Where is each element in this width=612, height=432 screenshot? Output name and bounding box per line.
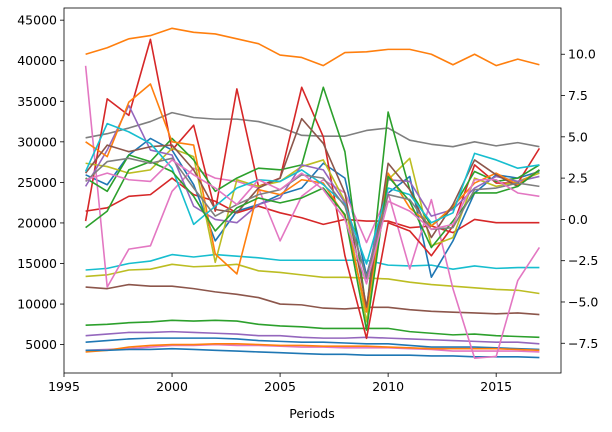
left-y-tick-label: 20000 <box>17 215 57 230</box>
series-line-22 <box>85 160 540 331</box>
right-y-tick-label: −5.0 <box>568 294 598 309</box>
series-line-24 <box>85 159 540 285</box>
x-tick-label: 2005 <box>264 379 296 394</box>
right-y-tick-label: 7.5 <box>568 88 588 103</box>
plot-frame <box>63 7 562 374</box>
left-y-tick-label: 25000 <box>17 175 57 190</box>
x-tick-label: 2010 <box>372 379 404 394</box>
left-y-axis: 5000 10000 15000 20000 25000 30000 35000 40000 4… <box>17 13 64 352</box>
left-y-tick-label: 5000 <box>25 337 57 352</box>
series-line-10 <box>85 342 540 353</box>
series-line-21 <box>84 122 540 265</box>
series-line-23 <box>85 157 540 279</box>
series-line-14 <box>84 65 541 359</box>
x-axis-title: Periods <box>289 406 335 421</box>
right-y-tick-label: −2.5 <box>568 253 598 268</box>
x-tick-label: 2015 <box>480 379 512 394</box>
x-axis: 1995 2000 2005 2010 2015 <box>48 373 512 394</box>
left-y-tick-label: 35000 <box>17 94 57 109</box>
series-line-6 <box>85 319 540 339</box>
right-y-tick-label: 2.5 <box>568 171 588 186</box>
series-line-3 <box>85 253 540 271</box>
series-line-17 <box>85 86 540 313</box>
right-y-tick-label: 10.0 <box>568 47 596 62</box>
series-line-2 <box>85 111 540 148</box>
series-line-8 <box>85 337 540 351</box>
series-line-11 <box>85 347 540 359</box>
left-y-tick-label: 10000 <box>17 297 57 312</box>
series-line-13 <box>85 137 540 279</box>
series-line-18 <box>84 104 540 280</box>
right-y-tick-label: −7.5 <box>568 336 598 351</box>
left-y-tick-label: 45000 <box>17 13 57 28</box>
x-tick-label: 1995 <box>48 379 80 394</box>
right-y-axis: −7.5 −5.0 −2.5 0.0 2.5 5.0 7.5 10.0 <box>561 47 598 351</box>
right-y-tick-label: 0.0 <box>568 212 588 227</box>
left-y-tick-label: 30000 <box>17 134 57 149</box>
series-line-9 <box>85 343 540 353</box>
series-line-7 <box>85 330 540 345</box>
series-line-5 <box>85 283 540 316</box>
x-tick-label: 2000 <box>156 379 188 394</box>
left-y-tick-label: 40000 <box>17 53 57 68</box>
series-line-12 <box>85 177 540 234</box>
right-y-tick-label: 5.0 <box>568 129 588 144</box>
series-line-4 <box>85 263 540 295</box>
series-line-1 <box>85 27 540 67</box>
series-layer <box>84 27 541 359</box>
left-y-tick-label: 15000 <box>17 256 57 271</box>
